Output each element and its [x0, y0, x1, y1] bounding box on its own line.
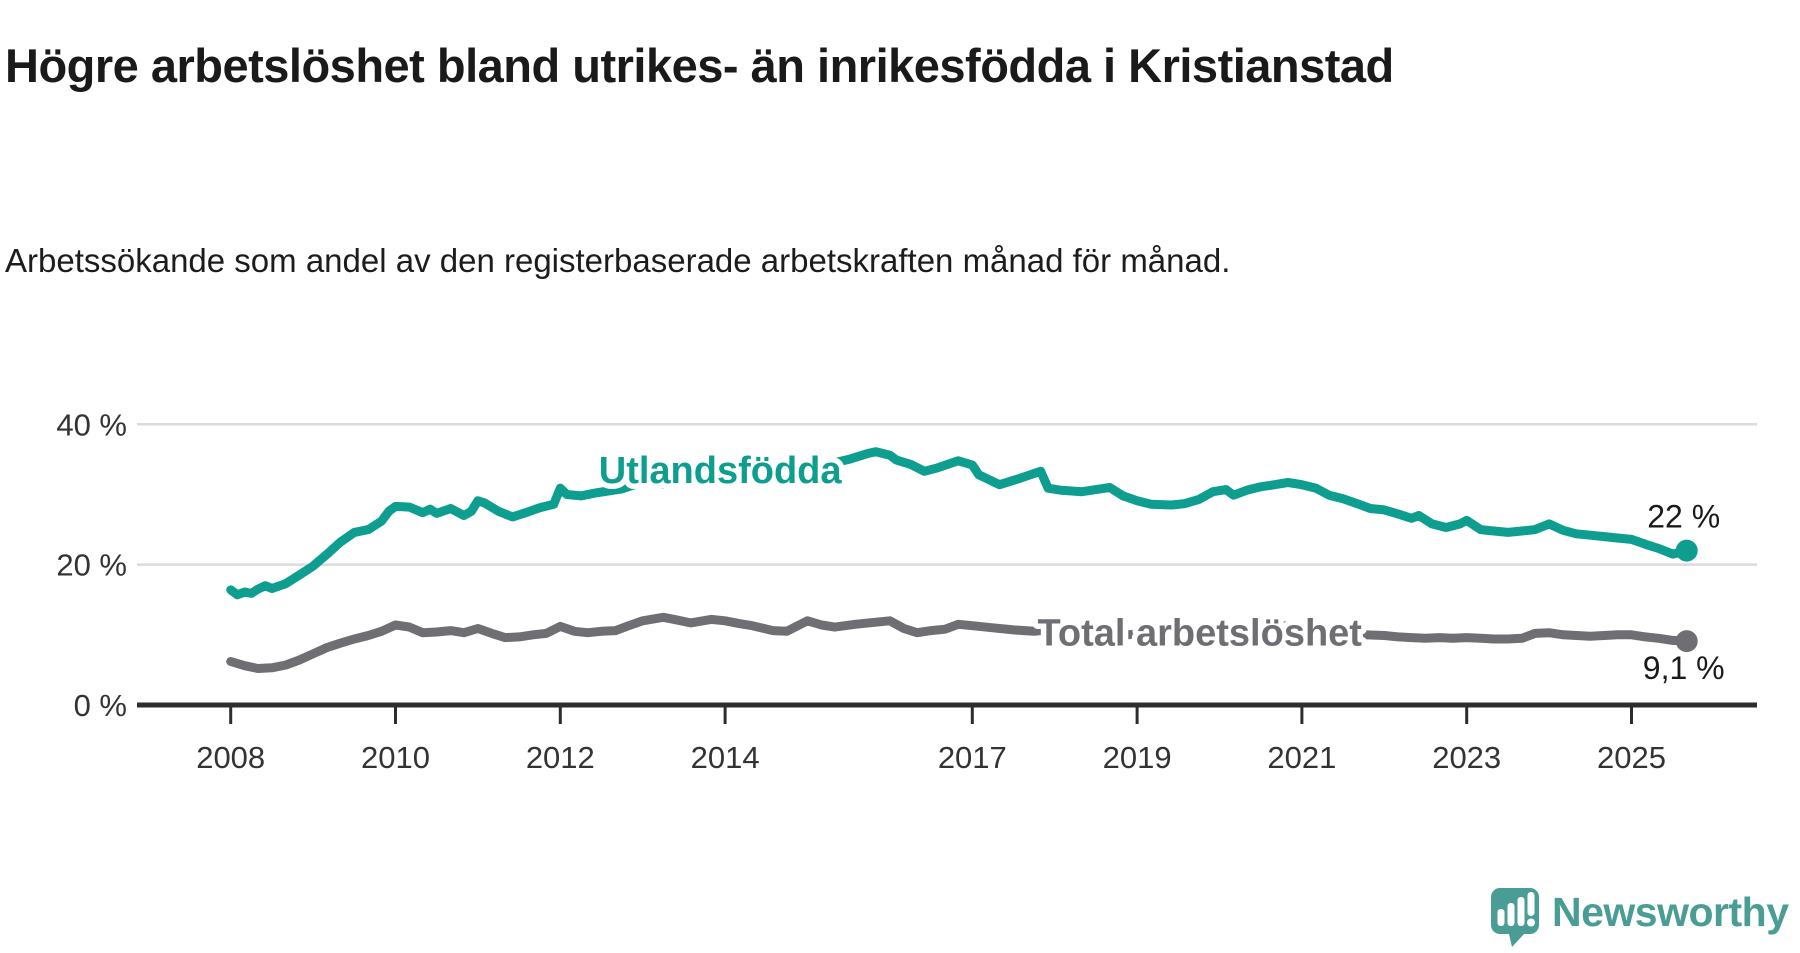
- y-tick-label-20: 20 %: [56, 548, 127, 583]
- chart-subtitle: Arbetssökande som andel av den registerb…: [5, 242, 1231, 279]
- series-label-total-arbetsloshet: Total arbetslöshet: [1037, 613, 1362, 655]
- x-tick-label-2021: 2021: [1267, 740, 1336, 775]
- y-tick-label-0: 0 %: [74, 688, 127, 723]
- series-line-utlandsfodda: [226, 447, 1692, 600]
- x-tick-label-2008: 2008: [196, 740, 265, 775]
- series-end-label-total-arbetsloshet: 9,1 %: [1643, 650, 1725, 686]
- x-tick-label-2010: 2010: [361, 740, 430, 775]
- series-end-dot-total-arbetsloshet: [1675, 630, 1698, 653]
- series-end-dot-utlandsfodda: [1675, 539, 1698, 562]
- series-line-total-arbetsloshet: [226, 612, 1692, 673]
- x-tick-label-2025: 2025: [1597, 740, 1666, 775]
- x-tick-label-2014: 2014: [691, 740, 760, 775]
- x-tick-label-2012: 2012: [526, 740, 595, 775]
- x-tick-label-2019: 2019: [1103, 740, 1172, 775]
- series-end-label-utlandsfodda: 22 %: [1647, 499, 1720, 535]
- x-tick-label-2023: 2023: [1432, 740, 1501, 775]
- page-title: Högre arbetslöshet bland utrikes- än inr…: [5, 39, 1394, 93]
- x-tick-label-2017: 2017: [938, 740, 1007, 775]
- series-label-utlandsfodda: Utlandsfödda: [599, 450, 843, 492]
- y-tick-label-40: 40 %: [56, 407, 127, 442]
